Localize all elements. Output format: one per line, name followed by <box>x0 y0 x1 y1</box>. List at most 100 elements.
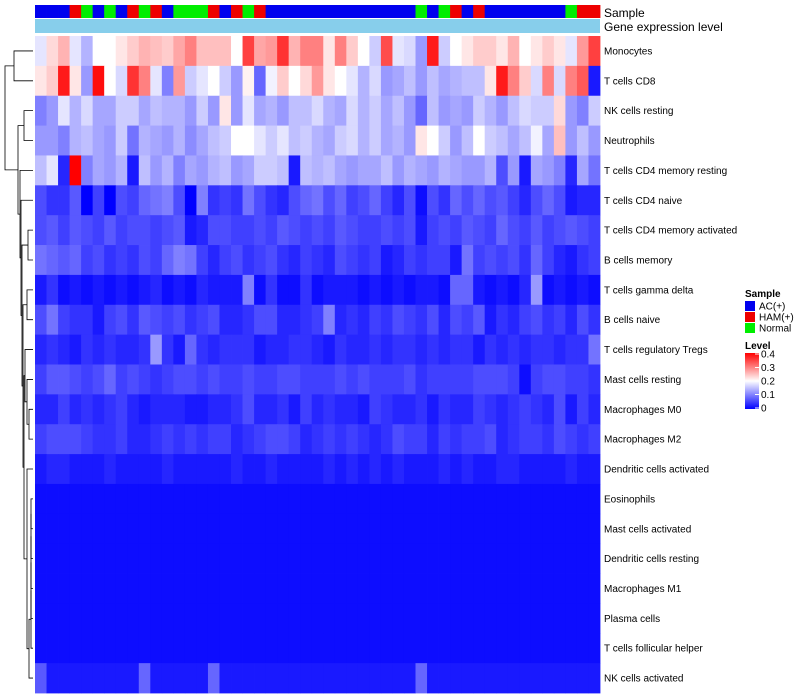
heatmap-cell <box>300 125 313 156</box>
heatmap-cell <box>35 454 47 485</box>
heatmap-cell <box>496 483 509 515</box>
heatmap-cell <box>207 513 220 545</box>
heatmap-cell <box>288 334 301 365</box>
heatmap-cell <box>542 454 555 485</box>
expression-level-track <box>35 19 600 33</box>
heatmap-cell <box>115 603 128 634</box>
heatmap-cell <box>69 424 82 455</box>
heatmap-cell <box>115 364 128 395</box>
heatmap-cell <box>553 334 566 365</box>
heatmap-cell <box>311 95 324 126</box>
heatmap-cell <box>588 633 601 664</box>
heatmap-cell <box>473 334 486 365</box>
heatmap-cell <box>357 95 370 126</box>
heatmap-cell <box>369 95 382 126</box>
heatmap-cell <box>519 274 532 306</box>
heatmap-cell <box>69 245 82 276</box>
heatmap-cell <box>150 663 163 694</box>
sample-track-cell <box>254 5 267 18</box>
heatmap-cell <box>161 364 174 395</box>
heatmap-cell <box>127 185 140 216</box>
heatmap-cell <box>576 215 589 246</box>
heatmap-cell <box>196 424 209 455</box>
heatmap-cell <box>357 454 370 485</box>
heatmap-cell <box>231 454 243 485</box>
row-label: Eosinophils <box>604 494 655 505</box>
heatmap-cell <box>46 633 59 664</box>
heatmap-cell <box>127 573 140 604</box>
dendrogram-branch <box>13 50 33 82</box>
heatmap-cell <box>104 95 117 126</box>
heatmap-cell <box>519 394 532 425</box>
heatmap-cell <box>92 394 105 425</box>
heatmap-cell <box>254 394 267 425</box>
heatmap-cell <box>415 603 428 634</box>
heatmap-cell <box>46 304 59 336</box>
heatmap-cell <box>380 65 393 97</box>
heatmap-cell <box>288 543 301 574</box>
dendrogram-branch <box>26 289 33 321</box>
heatmap-cell <box>542 364 555 395</box>
heatmap-cell <box>542 334 555 365</box>
sample-track-cell <box>300 5 313 18</box>
heatmap-cell <box>184 633 197 664</box>
heatmap-cell <box>300 603 313 634</box>
heatmap-cell <box>403 36 416 67</box>
heatmap-cell <box>588 125 601 156</box>
heatmap-cell <box>231 483 243 515</box>
heatmap-cell <box>484 663 497 694</box>
heatmap-cell <box>115 185 128 216</box>
heatmap-cell <box>507 633 520 664</box>
heatmap-cell <box>323 245 336 276</box>
heatmap-cell <box>242 573 255 604</box>
heatmap-cell <box>81 603 94 634</box>
heatmap-cell <box>415 483 428 515</box>
heatmap-cell <box>415 513 428 545</box>
heatmap-cell <box>207 125 220 156</box>
heatmap-cell <box>196 633 209 664</box>
heatmap-cell <box>265 274 278 306</box>
heatmap-cell <box>300 304 313 336</box>
sample-track-cell <box>553 5 566 18</box>
heatmap-cell <box>576 245 589 276</box>
heatmap-cell <box>496 364 509 395</box>
heatmap-cell <box>150 513 163 545</box>
heatmap-cell <box>334 633 347 664</box>
heatmap-cell <box>461 36 474 67</box>
heatmap-cell <box>150 304 163 336</box>
dendrogram-branch <box>30 498 33 530</box>
heatmap-cell <box>427 95 439 126</box>
heatmap-cell <box>346 215 359 246</box>
heatmap-cell <box>553 573 566 604</box>
heatmap-cell <box>369 394 382 425</box>
heatmap-cell <box>369 36 382 67</box>
heatmap-cell <box>46 215 59 246</box>
heatmap-cell <box>219 334 232 365</box>
heatmap-cell <box>127 603 140 634</box>
heatmap-cell <box>484 483 497 515</box>
heatmap-cell <box>323 185 336 216</box>
heatmap-cell <box>507 513 520 545</box>
heatmap-cell <box>403 155 416 186</box>
heatmap-cell <box>392 274 405 306</box>
heatmap-cell <box>242 125 255 156</box>
heatmap-cell <box>369 633 382 664</box>
heatmap-cell <box>35 155 47 186</box>
heatmap-cell <box>507 65 520 97</box>
heatmap-cell <box>265 65 278 97</box>
heatmap-cell <box>392 603 405 634</box>
heatmap-cell <box>35 65 47 97</box>
heatmap-cell <box>242 304 255 336</box>
heatmap-cell <box>530 215 543 246</box>
heatmap-cell <box>334 215 347 246</box>
legend-sample-label: HAM(+) <box>759 313 794 324</box>
heatmap-cell <box>427 543 439 574</box>
heatmap-cell <box>242 245 255 276</box>
heatmap-cell <box>553 663 566 694</box>
heatmap-cell <box>231 513 243 545</box>
heatmap-cell <box>300 185 313 216</box>
heatmap-cell <box>138 603 151 634</box>
heatmap-cell <box>35 603 47 634</box>
heatmap-cell <box>254 155 267 186</box>
heatmap-cell <box>288 633 301 664</box>
